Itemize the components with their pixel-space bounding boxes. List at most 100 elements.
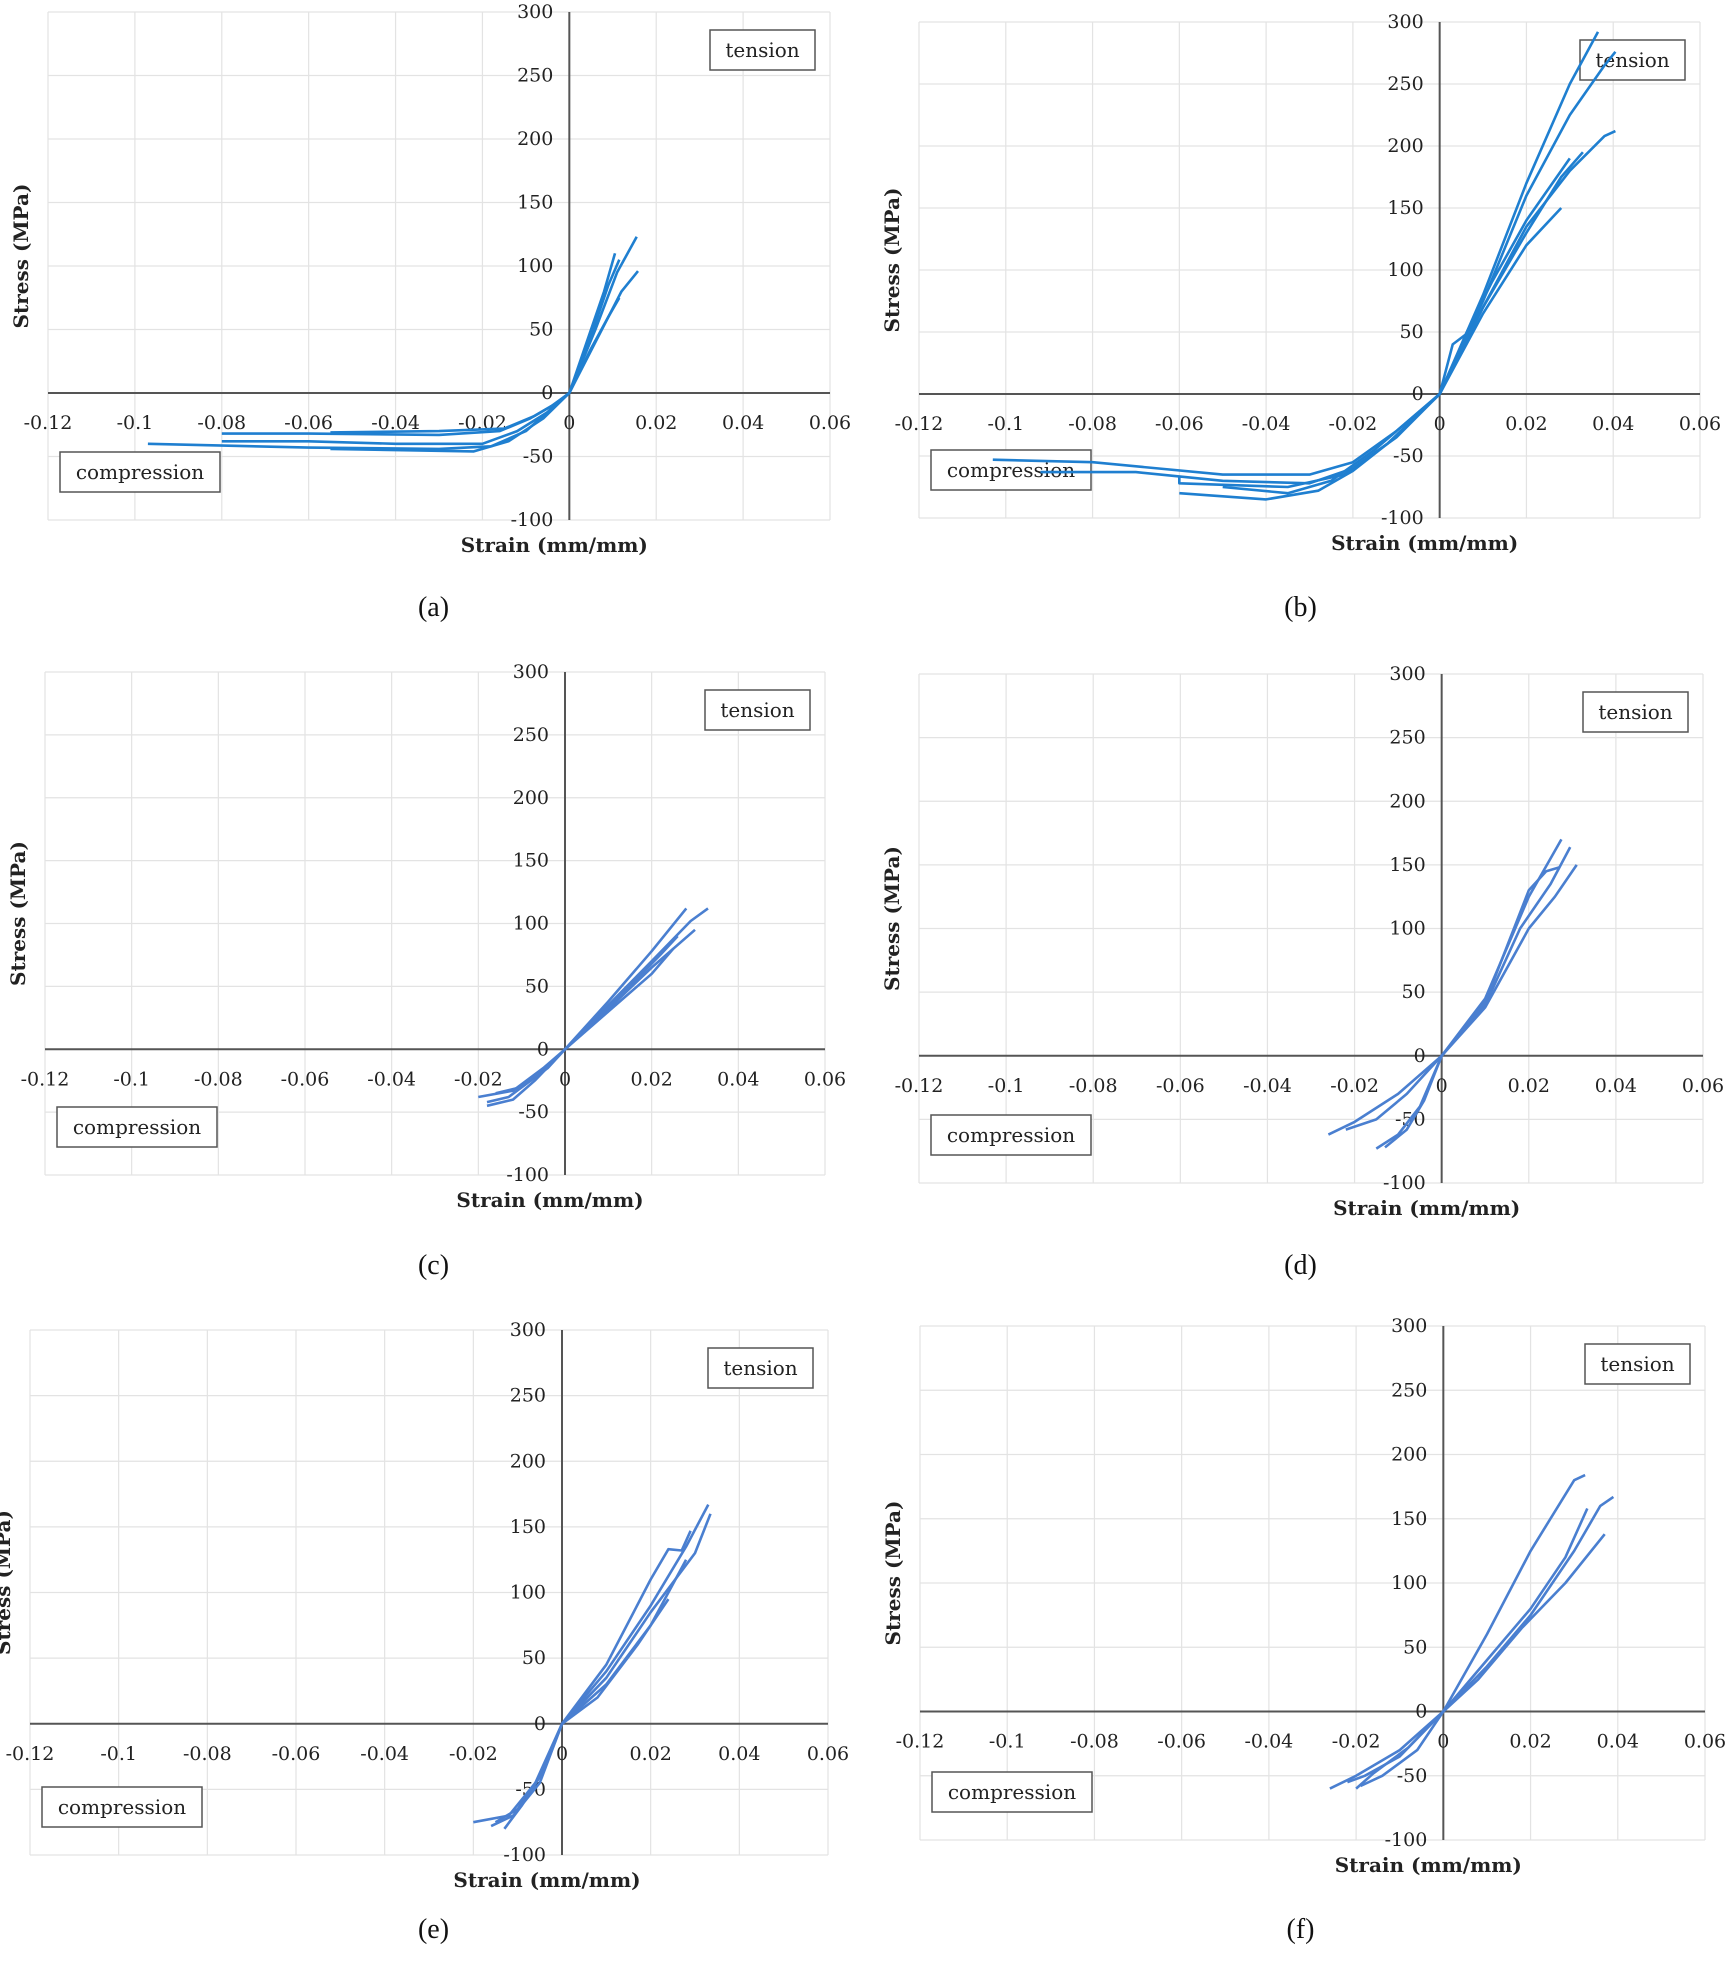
chart-d-compression-label: compression (947, 1123, 1075, 1147)
chart-c-x-tick-label: -0.04 (367, 1068, 416, 1090)
chart-a-x-tick-label: 0 (563, 412, 575, 434)
chart-c-series-line (486, 1048, 566, 1108)
chart-f-y-tick-label: 100 (1391, 1572, 1427, 1594)
chart-d-series-line (1440, 864, 1578, 1057)
chart-f-y-tick-label: -100 (1385, 1829, 1428, 1851)
chart-e-x-tick-label: -0.08 (183, 1743, 232, 1765)
chart-a-x-tick-label: -0.08 (197, 412, 246, 434)
chart-e-series-line (561, 1598, 670, 1725)
chart-a-series-line (221, 392, 571, 446)
chart-a-x-axis-title: Strain (mm/mm) (461, 533, 648, 557)
chart-e-x-axis-title: Strain (mm/mm) (453, 1868, 640, 1892)
chart-e-x-tick-label: -0.02 (449, 1743, 498, 1765)
chart-f-y-tick-label: 0 (1415, 1701, 1427, 1723)
chart-b-series-line (1222, 393, 1441, 495)
chart-f-tension-box (1584, 1343, 1691, 1385)
panel-b: -0.12 -0.1 -0.08 -0.06 -0.04 -0.02 0 0.02 0.04 0.… (867, 0, 1734, 655)
chart-e-tension-box (707, 1347, 814, 1389)
chart-a-y-tick-label: 150 (517, 192, 553, 214)
chart-e-x-tick-label: 0.06 (807, 1743, 849, 1765)
chart-d-tension-label: tension (1598, 700, 1672, 724)
chart-b-tension-label: tension (1595, 48, 1669, 72)
chart-a-series-line (330, 392, 571, 453)
chart-a-tension-label: tension (725, 38, 799, 62)
chart-a-x-tick-label: -0.12 (24, 412, 73, 434)
chart-f-y-axis-title: Stress (MPa) (881, 1501, 905, 1646)
chart-b-x-tick-label: 0.06 (1679, 413, 1721, 435)
chart-d-y-tick-label: 150 (1389, 854, 1425, 876)
chart-d-compression-box (930, 1114, 1092, 1156)
caption-b: (b) (1284, 592, 1317, 623)
chart-f-x-tick-label: -0.08 (1070, 1731, 1119, 1753)
chart-c-compression-label: compression (73, 1115, 201, 1139)
chart-e-compression-label: compression (58, 1795, 186, 1819)
chart-b-x-tick-label: -0.06 (1155, 413, 1204, 435)
panel-e: -0.12 -0.1 -0.08 -0.06 -0.04 -0.02 0 0.02 0.04 0.… (0, 1310, 867, 1965)
chart-d-x-tick-label: 0.06 (1682, 1075, 1724, 1097)
chart-d-x-tick-label: -0.04 (1243, 1075, 1292, 1097)
chart-d-y-tick-label: 100 (1389, 918, 1425, 940)
chart-e-series-line (494, 1723, 564, 1824)
chart-c: -0.12 -0.1 -0.08 -0.06 -0.04 -0.02 0 0.02 0.04 0.… (6, 661, 846, 1212)
chart-b-y-tick-label: 150 (1387, 197, 1423, 219)
chart-d-series-line (1345, 1054, 1443, 1131)
chart-b-y-tick-label: 250 (1387, 73, 1423, 95)
chart-a-y-tick-label: 200 (517, 128, 553, 150)
chart-b-y-tick-label: -100 (1381, 507, 1424, 529)
chart-d-y-tick-label: 50 (1401, 981, 1425, 1003)
chart-f-series-line (1329, 1710, 1445, 1790)
chart-d-tension-box (1582, 691, 1689, 733)
chart-c-series-line (495, 1048, 566, 1095)
chart-c-y-tick-label: -100 (506, 1164, 549, 1186)
chart-f-compression-box (931, 1771, 1093, 1813)
chart-e-series-line (473, 1723, 564, 1824)
chart-e-y-tick-label: 250 (510, 1385, 546, 1407)
chart-b-y-tick-label: 50 (1399, 321, 1423, 343)
chart-f-x-tick-label: -0.02 (1332, 1731, 1381, 1753)
chart-a-x-tick-label: 0.04 (722, 412, 764, 434)
chart-c-x-tick-label: -0.12 (21, 1068, 70, 1090)
chart-e-y-tick-label: -100 (503, 1844, 546, 1866)
chart-c-series-line (564, 947, 675, 1051)
chart-a-y-tick-label: 100 (517, 255, 553, 277)
chart-f-y-tick-label: 50 (1403, 1636, 1427, 1658)
chart-b-series-line (1438, 151, 1584, 395)
chart-e-x-tick-label: -0.06 (272, 1743, 321, 1765)
chart-b-y-tick-label: 0 (1412, 383, 1424, 405)
chart-f-series-line (1442, 1473, 1586, 1713)
chart-d-x-tick-label: 0.02 (1508, 1075, 1550, 1097)
chart-a-x-tick-label: -0.1 (117, 412, 154, 434)
chart-a-series-line (568, 297, 621, 394)
chart-e-y-tick-label: 0 (534, 1713, 546, 1735)
chart-a-series-line (568, 236, 638, 394)
chart-d-x-tick-label: 0.04 (1595, 1075, 1637, 1097)
chart-c-y-tick-label: 300 (513, 661, 549, 683)
chart-d-x-tick-label: -0.02 (1330, 1075, 1379, 1097)
chart-a: -0.12 -0.1 -0.08 -0.06 -0.04 -0.02 0 0.02 0.04 0.… (9, 1, 851, 557)
chart-b-x-tick-label: 0 (1434, 413, 1446, 435)
chart-f-series-line (1359, 1710, 1445, 1788)
chart-c-x-tick-label: -0.08 (194, 1068, 243, 1090)
chart-b-y-tick-label: 200 (1387, 135, 1423, 157)
chart-a-y-tick-label: 50 (529, 319, 553, 341)
chart-e-x-tick-label: -0.04 (360, 1743, 409, 1765)
chart-e-y-axis-title: Stress (MPa) (0, 1510, 15, 1655)
chart-f-x-axis-title: Strain (mm/mm) (1335, 1853, 1522, 1877)
chart-c-x-tick-label: -0.06 (281, 1068, 330, 1090)
chart-e-compression-box (41, 1786, 203, 1828)
chart-a-y-axis-title: Stress (MPa) (9, 184, 33, 329)
chart-e-tension-label: tension (723, 1356, 797, 1380)
chart-d-x-tick-label: -0.08 (1069, 1075, 1118, 1097)
chart-d-series-line (1440, 838, 1563, 1057)
chart-d-series-line (1327, 1054, 1443, 1136)
caption-a: (a) (417, 592, 450, 623)
caption-e: (e) (417, 1914, 450, 1945)
chart-f-y-tick-label: 250 (1391, 1379, 1427, 1401)
chart-c-y-tick-label: 0 (537, 1038, 549, 1060)
chart-d-series-line (1440, 866, 1560, 1057)
panel-f: -0.12 -0.1 -0.08 -0.06 -0.04 -0.02 0 0.02 0.04 0.… (867, 1310, 1734, 1965)
chart-d-series-line (1384, 1055, 1443, 1149)
chart-f-x-tick-label: 0 (1437, 1731, 1449, 1753)
chart-b-compression-box (930, 449, 1092, 491)
